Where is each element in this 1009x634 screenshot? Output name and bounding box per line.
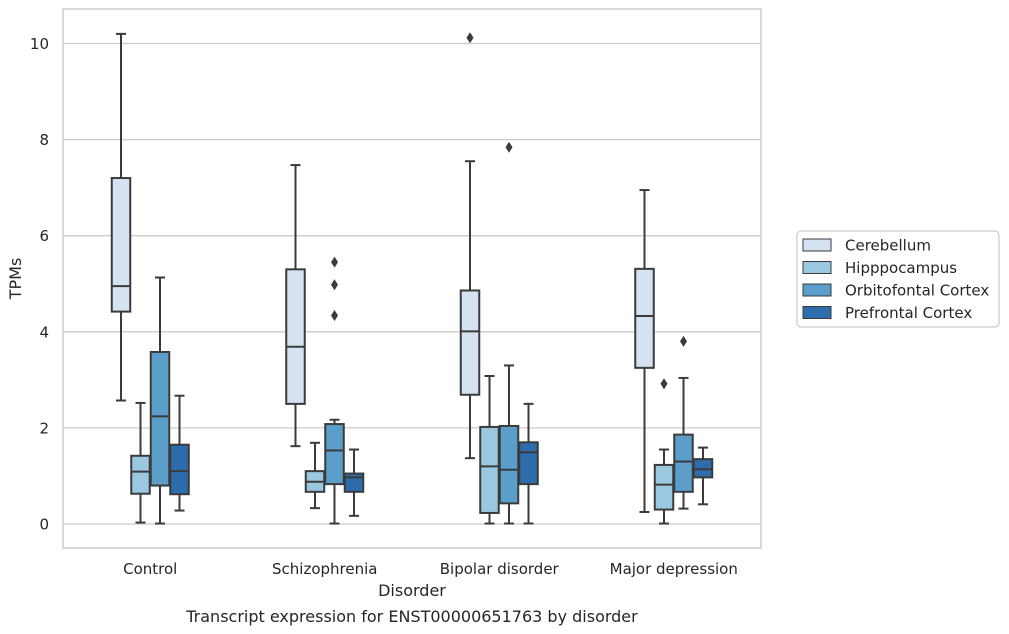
x-tick-label: Bipolar disorder	[440, 560, 560, 578]
x-tick-label: Control	[123, 560, 177, 578]
box-group	[673, 335, 694, 510]
x-tick-label: Schizophrenia	[272, 560, 377, 578]
y-tick-label: 10	[30, 35, 49, 53]
legend: Cerebellum Hipppocampus Orbitofontal Corte…	[796, 230, 1000, 328]
y-tick-label: 6	[39, 227, 49, 245]
box	[634, 267, 655, 369]
x-axis-label: Disorder	[378, 581, 446, 600]
box	[479, 425, 500, 514]
outlier-marker	[331, 309, 338, 321]
y-tick-label: 2	[39, 419, 49, 437]
box	[130, 454, 151, 495]
box-group	[498, 141, 520, 525]
box	[343, 472, 365, 493]
box-group	[169, 394, 190, 512]
box-group	[285, 164, 306, 448]
legend-label: Orbitofontal Cortex	[845, 282, 989, 300]
plot-frame	[62, 8, 762, 549]
box	[459, 289, 481, 396]
chart-caption: Transcript expression for ENST0000065176…	[185, 607, 638, 626]
box	[285, 268, 306, 405]
legend-frame	[796, 230, 1000, 328]
y-tick-label: 8	[39, 131, 49, 149]
y-axis-ticks: 0 2 4 6 8 10	[30, 35, 49, 534]
box-group	[653, 378, 675, 525]
box	[653, 463, 675, 511]
outlier-marker	[680, 335, 687, 347]
box-group	[634, 189, 655, 513]
y-tick-label: 4	[39, 323, 49, 341]
box-group	[343, 448, 365, 517]
x-tick-label: Major depression	[610, 560, 738, 578]
box	[169, 443, 190, 496]
box-group	[692, 446, 714, 506]
box	[110, 177, 132, 313]
box-group	[149, 276, 171, 525]
outlier-marker	[331, 256, 338, 268]
box-group	[130, 401, 151, 524]
box-group	[518, 402, 539, 525]
legend-swatch	[802, 238, 832, 252]
outlier-marker	[331, 279, 338, 291]
legend-label: Hipppocampus	[845, 259, 957, 277]
box-series	[110, 32, 714, 525]
box-group	[304, 441, 326, 510]
outlier-marker	[505, 141, 513, 153]
box-group	[110, 32, 132, 402]
x-axis-ticks: Control Schizophrenia Bipolar disorder Majo…	[123, 560, 738, 578]
box-group	[324, 256, 345, 525]
box	[324, 423, 345, 486]
outlier-marker	[466, 32, 474, 44]
y-axis-label: TPMs	[6, 258, 25, 301]
y-tick-label: 0	[39, 516, 49, 534]
box	[498, 424, 520, 505]
legend-swatch	[802, 283, 832, 297]
box-group	[479, 375, 500, 525]
legend-label: Cerebellum	[845, 237, 931, 255]
box-group	[459, 32, 481, 460]
legend-swatch	[802, 261, 832, 274]
box	[518, 441, 539, 486]
box	[673, 433, 694, 493]
legend-swatch	[802, 306, 832, 319]
outlier-marker	[660, 378, 668, 390]
box	[149, 350, 171, 487]
legend-label: Prefrontal Cortex	[845, 304, 972, 322]
